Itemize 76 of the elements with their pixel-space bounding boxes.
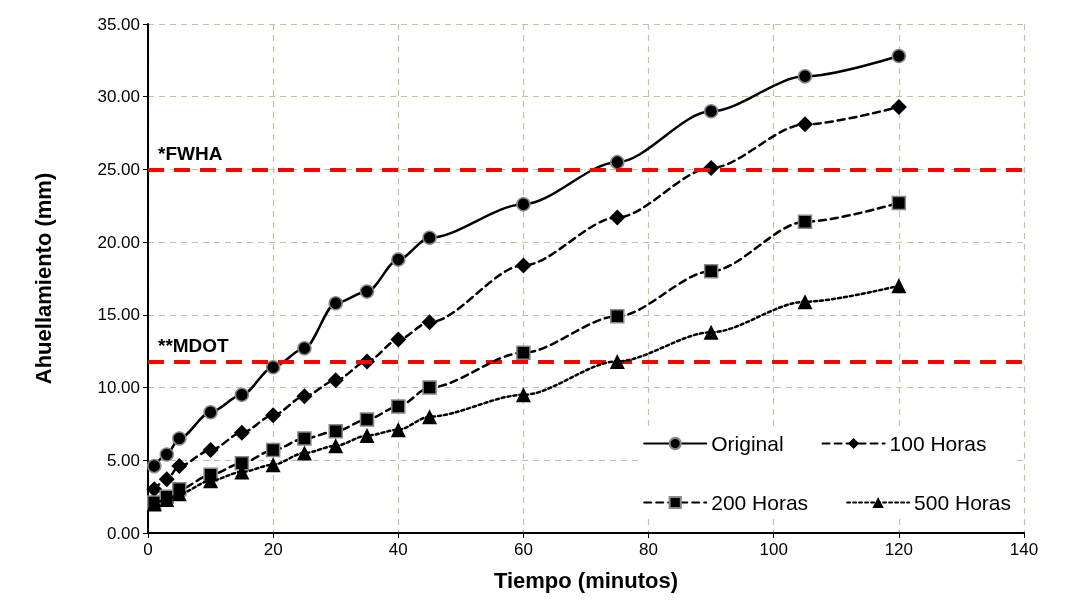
point <box>296 388 313 405</box>
point <box>265 359 281 375</box>
point <box>297 341 312 356</box>
point <box>328 423 343 439</box>
x-tick-label: 60 <box>513 540 533 559</box>
point <box>422 380 437 395</box>
y-tick-label: 25.00 <box>97 159 140 179</box>
point <box>797 116 813 133</box>
point <box>172 431 187 446</box>
point <box>296 445 312 461</box>
point <box>159 447 175 462</box>
point <box>390 331 407 348</box>
point <box>147 458 162 474</box>
x-tick-label: 20 <box>263 540 283 559</box>
point <box>203 405 218 420</box>
legend-label: 500 Horas <box>914 491 1011 514</box>
point <box>359 284 375 299</box>
point <box>359 428 375 444</box>
point <box>515 257 532 274</box>
point <box>610 309 625 324</box>
point <box>515 387 531 403</box>
y-tick-label: 15.00 <box>97 305 140 325</box>
point <box>422 230 437 246</box>
y-tick-label: 30.00 <box>97 87 140 107</box>
point <box>797 214 813 230</box>
x-axis-title: Tiempo (minutos) <box>493 567 679 593</box>
point <box>891 48 907 64</box>
point <box>516 345 531 360</box>
point <box>610 154 625 170</box>
y-tick-label: 20.00 <box>97 232 140 252</box>
legend-label: Original <box>711 432 784 455</box>
point <box>265 407 282 424</box>
point <box>265 442 281 458</box>
legend-label: 200 Horas <box>711 491 809 514</box>
ref-line-label: *FWHA <box>158 143 223 165</box>
point <box>171 458 188 475</box>
point <box>297 431 312 446</box>
point <box>390 422 406 438</box>
point <box>890 98 907 115</box>
point <box>146 481 163 498</box>
point <box>703 104 719 119</box>
y-tick-label: 35.00 <box>97 14 140 34</box>
point <box>234 387 250 403</box>
point <box>327 372 344 389</box>
ref-line-label: **MDOT <box>158 335 230 357</box>
point <box>328 295 343 311</box>
point <box>265 457 281 473</box>
point <box>233 424 250 441</box>
point <box>328 438 344 454</box>
point <box>421 314 438 331</box>
x-tick-label: 100 <box>759 540 788 559</box>
point <box>891 195 907 211</box>
y-tick-label: 5.00 <box>106 450 140 470</box>
legend-label: 100 Horas <box>889 432 987 455</box>
point <box>516 197 531 212</box>
point <box>609 209 626 226</box>
point <box>609 353 625 369</box>
point <box>391 399 406 414</box>
y-tick-label: 10.00 <box>97 378 140 398</box>
x-tick-label: 80 <box>639 540 659 559</box>
point <box>391 252 406 267</box>
point <box>359 412 375 427</box>
point <box>797 294 813 310</box>
x-tick-label: 120 <box>884 540 914 559</box>
point <box>703 263 719 279</box>
point <box>703 324 719 340</box>
point <box>422 409 438 425</box>
point <box>202 442 219 459</box>
x-tick-label: 0 <box>143 540 153 559</box>
y-tick-label: 0.00 <box>106 523 140 543</box>
y-axis-title: Ahuellamiento (mm) <box>30 172 56 385</box>
point <box>891 278 907 294</box>
x-tick-label: 140 <box>1009 540 1039 559</box>
point <box>797 69 813 84</box>
x-tick-label: 40 <box>388 540 408 559</box>
point <box>158 471 175 488</box>
